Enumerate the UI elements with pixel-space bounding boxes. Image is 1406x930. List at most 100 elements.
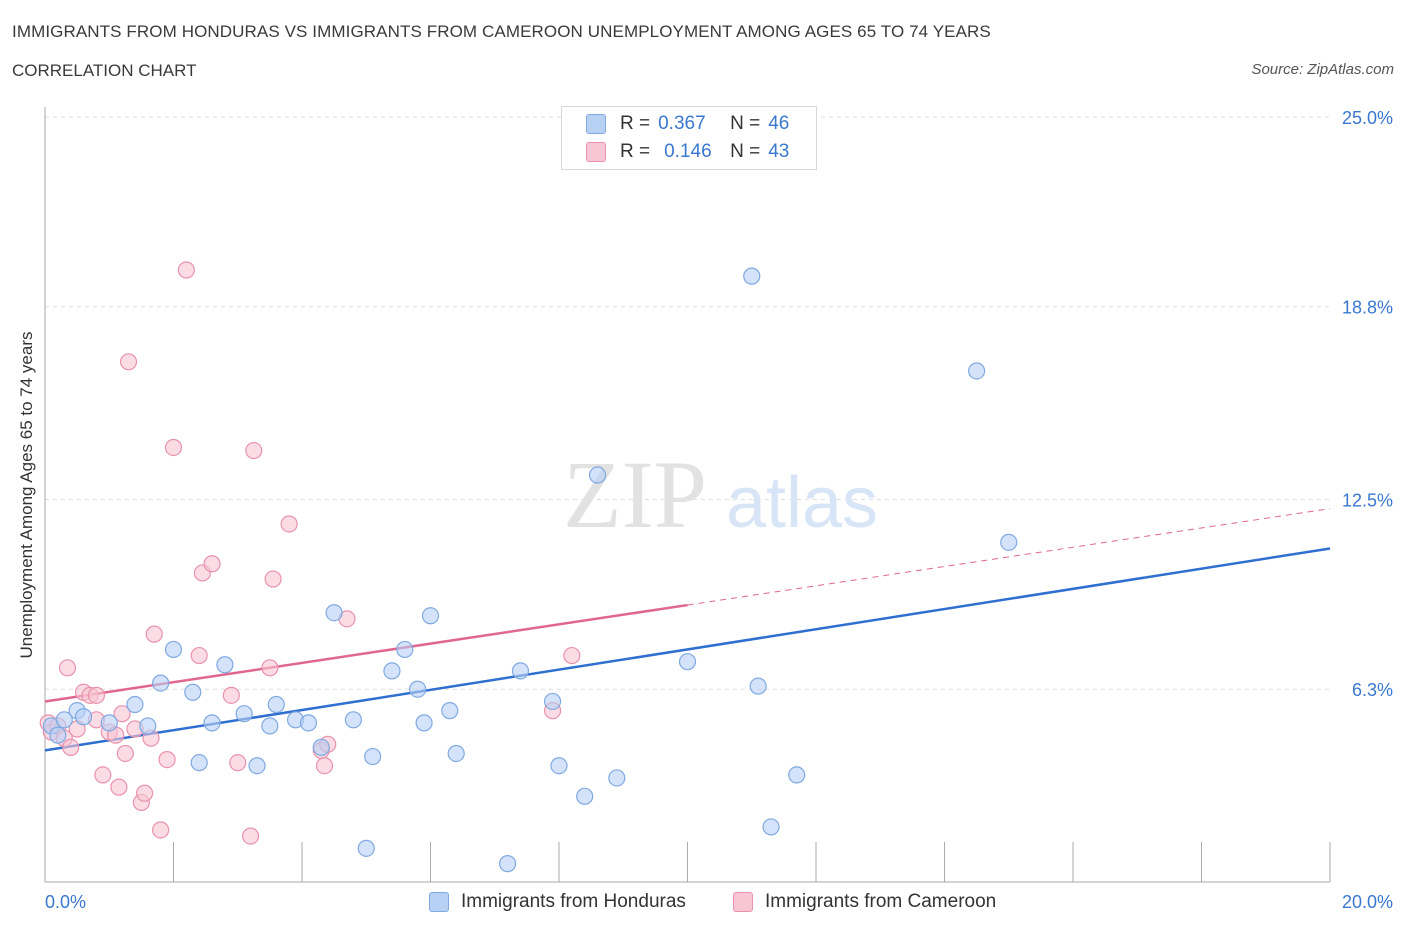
chart-subtitle: CORRELATION CHART	[12, 61, 197, 80]
cameroon-point	[135, 784, 154, 802]
honduras-point	[312, 738, 330, 756]
cameroon-point	[116, 744, 134, 763]
cameroon-point	[280, 515, 298, 533]
y-tick-label: 6.3%	[1352, 680, 1393, 700]
honduras-point	[576, 787, 594, 805]
cameroon-point	[242, 827, 260, 845]
honduras-swatch	[586, 114, 606, 134]
honduras-point	[126, 695, 144, 714]
honduras-point	[261, 717, 279, 735]
cameroon-point	[203, 555, 221, 573]
legend-n-label: N =	[730, 141, 761, 162]
honduras-point	[184, 683, 202, 701]
cameroon-trend-line	[44, 603, 688, 703]
honduras-point	[447, 744, 465, 763]
trend-lines	[44, 508, 1331, 752]
tick-labels: 6.3% 12.5% 18.8% 25.0% 0.0% 20.0%	[45, 108, 1393, 912]
watermark: ZIP atlas	[563, 441, 878, 548]
honduras-point	[608, 769, 626, 787]
cameroon-point	[222, 686, 240, 704]
honduras-point	[396, 640, 414, 659]
honduras-point	[383, 662, 401, 680]
cameroon-point	[264, 570, 282, 588]
honduras-point	[968, 362, 986, 380]
honduras-point	[1000, 533, 1018, 551]
cameroon-point	[152, 821, 170, 839]
cameroon-point	[113, 705, 131, 723]
legend-n-label: N =	[730, 113, 761, 134]
cameroon-point	[261, 659, 279, 677]
cameroon-swatch	[586, 142, 606, 162]
honduras-point	[216, 656, 234, 674]
honduras-point	[100, 714, 118, 732]
honduras-point	[344, 711, 362, 729]
honduras-point	[299, 714, 318, 732]
honduras-point	[678, 653, 697, 671]
legend-row-honduras: R = 0.367 N = 46	[586, 112, 789, 136]
cameroon-point	[62, 738, 80, 756]
cameroon-point	[190, 646, 208, 665]
honduras-point	[499, 855, 517, 873]
honduras-trend-line	[44, 547, 1331, 752]
cameroon-point	[110, 778, 128, 796]
gridlines	[45, 116, 1330, 690]
cameroon-trend-extension	[687, 508, 1331, 606]
honduras-point	[543, 692, 562, 711]
cameroon-point	[177, 261, 195, 279]
honduras-legend-label: Immigrants from Honduras	[461, 891, 686, 912]
legend-n-value: 43	[768, 141, 790, 162]
cameroon-point	[145, 625, 163, 643]
legend-r-label: R =	[620, 113, 651, 134]
y-tick-label: 18.8%	[1342, 298, 1393, 318]
x-tick-label-right: 20.0%	[1342, 892, 1393, 912]
legend-r-label: R =	[620, 141, 651, 162]
honduras-point	[588, 466, 607, 484]
honduras-point	[55, 711, 73, 729]
cameroon-point	[245, 441, 263, 460]
honduras-point	[357, 839, 375, 857]
cameroon-point	[563, 646, 581, 665]
legend-r-value: 0.367	[658, 113, 706, 134]
legend-r-value: 0.146	[664, 141, 712, 162]
honduras-point	[788, 766, 806, 784]
data-points	[39, 261, 1018, 873]
cameroon-point	[94, 766, 112, 784]
cameroon-point	[158, 750, 176, 769]
watermark-zip: ZIP	[563, 441, 707, 548]
honduras-point	[74, 708, 93, 726]
source-credit: Source: ZipAtlas.com	[1251, 61, 1394, 78]
chart-title: IMMIGRANTS FROM HONDURAS VS IMMIGRANTS F…	[12, 22, 991, 41]
cameroon-point	[58, 659, 77, 677]
honduras-point	[415, 714, 433, 732]
honduras-point	[267, 695, 285, 714]
honduras-point	[49, 726, 67, 744]
honduras-point	[235, 705, 253, 723]
x-tick-label-left: 0.0%	[45, 892, 86, 912]
honduras-point	[550, 757, 568, 775]
honduras-point	[164, 640, 183, 659]
honduras-point	[441, 702, 459, 720]
honduras-point	[203, 714, 221, 732]
cameroon-point	[229, 754, 247, 772]
honduras-point	[190, 754, 208, 772]
honduras-point	[409, 680, 427, 698]
honduras-point	[139, 717, 157, 735]
honduras-legend-swatch	[429, 892, 449, 912]
watermark-atlas: atlas	[726, 463, 878, 543]
honduras-point	[762, 818, 780, 836]
honduras-point	[325, 604, 343, 622]
legend-row-cameroon: R = 0.146 N = 43	[586, 140, 789, 164]
cameroon-point	[87, 686, 106, 704]
cameroon-legend-swatch	[733, 892, 753, 912]
cameroon-point	[164, 438, 183, 457]
y-tick-label: 12.5%	[1342, 491, 1393, 511]
honduras-point	[364, 747, 382, 766]
honduras-point	[421, 607, 440, 625]
honduras-point	[152, 674, 170, 692]
y-tick-label: 25.0%	[1342, 108, 1393, 128]
honduras-point	[749, 677, 767, 695]
cameroon-point	[119, 353, 138, 371]
y-axis-label: Unemployment Among Ages 65 to 74 years	[17, 331, 36, 659]
honduras-point	[248, 757, 266, 775]
